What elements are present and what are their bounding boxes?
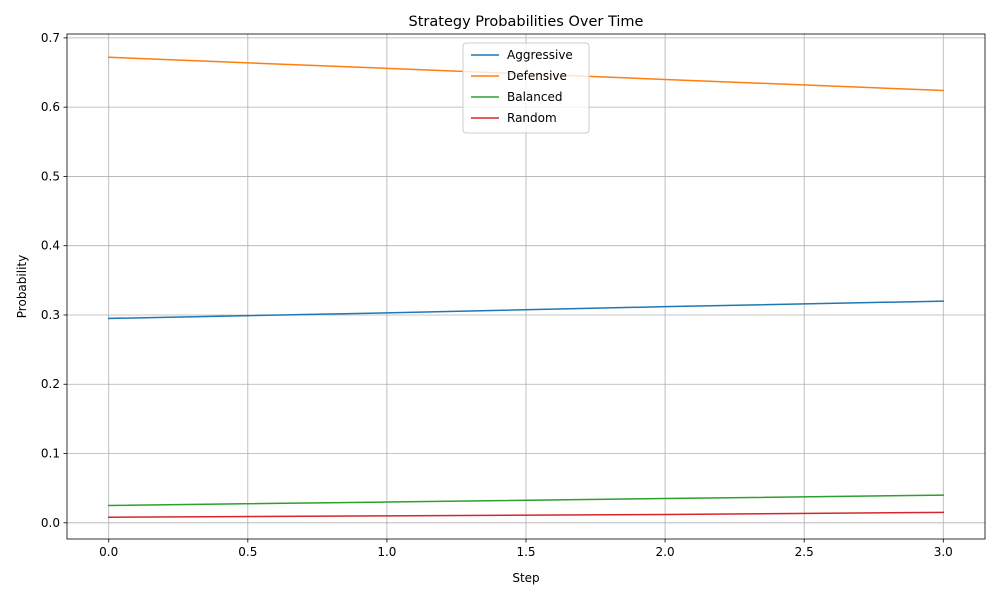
y-tick-label: 0.5 xyxy=(41,169,60,183)
chart-title: Strategy Probabilities Over Time xyxy=(409,14,644,30)
x-tick-label: 2.5 xyxy=(795,545,814,559)
x-tick-label: 2.0 xyxy=(656,545,675,559)
y-tick-label: 0.6 xyxy=(41,100,60,114)
y-tick-label: 0.4 xyxy=(41,239,60,253)
legend-label-aggressive: Aggressive xyxy=(507,48,573,62)
y-tick-label: 0.3 xyxy=(41,308,60,322)
axis-ticks: 0.0 0.5 1.0 1.5 2.0 2.5 3.0 0.0 0.1 0.2 0.3 0.4 0.5 0… xyxy=(41,31,953,559)
legend-box xyxy=(462,42,590,134)
x-axis-label: Step xyxy=(512,571,539,585)
legend-label-defensive: Defensive xyxy=(507,69,567,83)
x-tick-label: 1.0 xyxy=(377,545,396,559)
x-tick-label: 1.5 xyxy=(516,545,535,559)
legend-label-random: Random xyxy=(507,111,557,125)
x-tick-label: 3.0 xyxy=(934,545,953,559)
legend-label-balanced: Balanced xyxy=(507,90,562,104)
y-tick-label: 0.2 xyxy=(41,377,60,391)
y-tick-label: 0.7 xyxy=(41,31,60,45)
y-tick-label: 0.0 xyxy=(41,516,60,530)
x-tick-label: 0.0 xyxy=(99,545,118,559)
series-line-balanced xyxy=(107,494,945,507)
x-tick-label: 0.5 xyxy=(238,545,257,559)
y-axis-label: Probability xyxy=(15,255,29,318)
y-tick-label: 0.1 xyxy=(41,447,60,461)
series-line-aggressive xyxy=(107,300,945,320)
legend: Aggressive Defensive Balanced Random xyxy=(462,42,590,134)
series-line-random xyxy=(107,511,945,519)
